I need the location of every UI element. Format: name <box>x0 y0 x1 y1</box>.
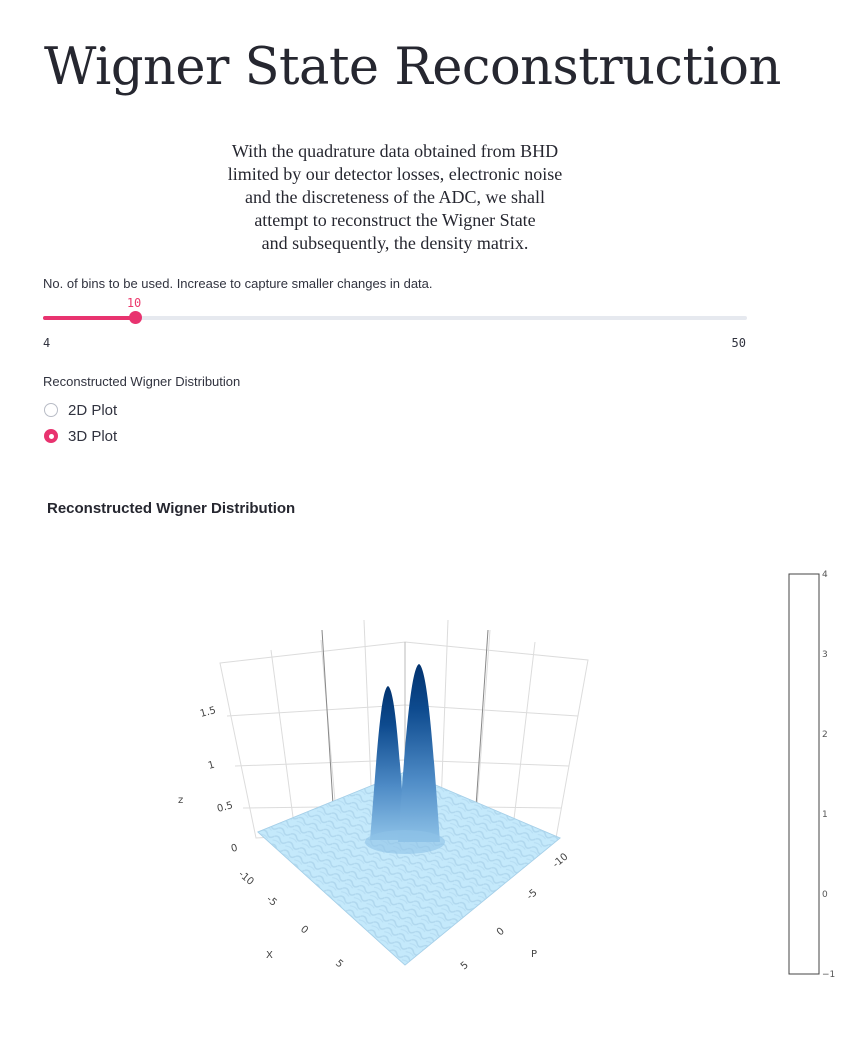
x-tick: 0 <box>298 924 310 937</box>
intro-line: attempt to reconstruct the Wigner State <box>254 210 536 230</box>
wigner-peak-left <box>370 686 406 840</box>
z-tick: 0 <box>230 843 239 855</box>
radio-circle-icon <box>44 403 58 417</box>
x-tick: 5 <box>333 958 345 971</box>
p-axis-label: P <box>531 949 537 960</box>
colorbar-box <box>788 573 820 975</box>
bins-slider-label: No. of bins to be used. Increase to capt… <box>43 276 433 291</box>
bins-slider-thumb[interactable] <box>128 311 142 324</box>
chart-title: Reconstructed Wigner Distribution <box>47 500 296 517</box>
intro-line: and the discreteness of the ADC, we shal… <box>245 187 545 207</box>
p-tick: -10 <box>551 851 571 870</box>
p-tick: 0 <box>495 926 507 939</box>
plot-type-label: Reconstructed Wigner Distribution <box>43 374 241 389</box>
wigner-surface-floor <box>257 771 561 966</box>
bins-slider-fill <box>43 316 135 320</box>
x-tick: -5 <box>264 894 279 909</box>
z-tick: 0.5 <box>216 800 234 815</box>
colorbar-tick: 0 <box>822 890 828 900</box>
intro-line: With the quadrature data obtained from B… <box>231 141 559 161</box>
bins-slider-value: 10 <box>126 296 142 310</box>
x-axis-label: X <box>266 950 273 961</box>
colorbar-tick: 1 <box>822 810 828 820</box>
wigner-peak-right <box>398 664 440 842</box>
radio-circle-icon <box>44 429 58 443</box>
bins-slider-max: 50 <box>731 336 746 350</box>
intro-line: and subsequently, the density matrix. <box>261 233 529 253</box>
z-axis: 1.5 1 0.5 0 z <box>178 705 239 855</box>
bins-slider-track[interactable] <box>43 311 747 324</box>
colorbar: 4 3 2 1 0 −1 <box>788 570 835 980</box>
colorbar-tick: 2 <box>822 730 828 740</box>
z-axis-label: z <box>178 795 183 806</box>
p-tick: -5 <box>525 887 540 902</box>
x-tick: -10 <box>236 869 256 888</box>
bins-slider-min: 4 <box>43 336 51 350</box>
radio-2d-plot[interactable]: 2D Plot <box>44 400 117 420</box>
intro-text: With the quadrature data obtained from B… <box>170 140 620 255</box>
radio-2d-plot-label: 2D Plot <box>68 401 118 419</box>
z-tick: 1.5 <box>199 705 217 720</box>
colorbar-tick: 3 <box>822 650 828 660</box>
colorbar-tick: −1 <box>822 970 835 980</box>
colorbar-tick: 4 <box>822 570 828 580</box>
intro-line: limited by our detector losses, electron… <box>227 164 563 184</box>
radio-3d-plot[interactable]: 3D Plot <box>44 426 117 446</box>
z-tick: 1 <box>207 760 216 772</box>
p-tick: 5 <box>459 960 471 973</box>
radio-3d-plot-label: 3D Plot <box>68 427 118 445</box>
page-title: Wigner State Reconstruction <box>44 38 781 97</box>
